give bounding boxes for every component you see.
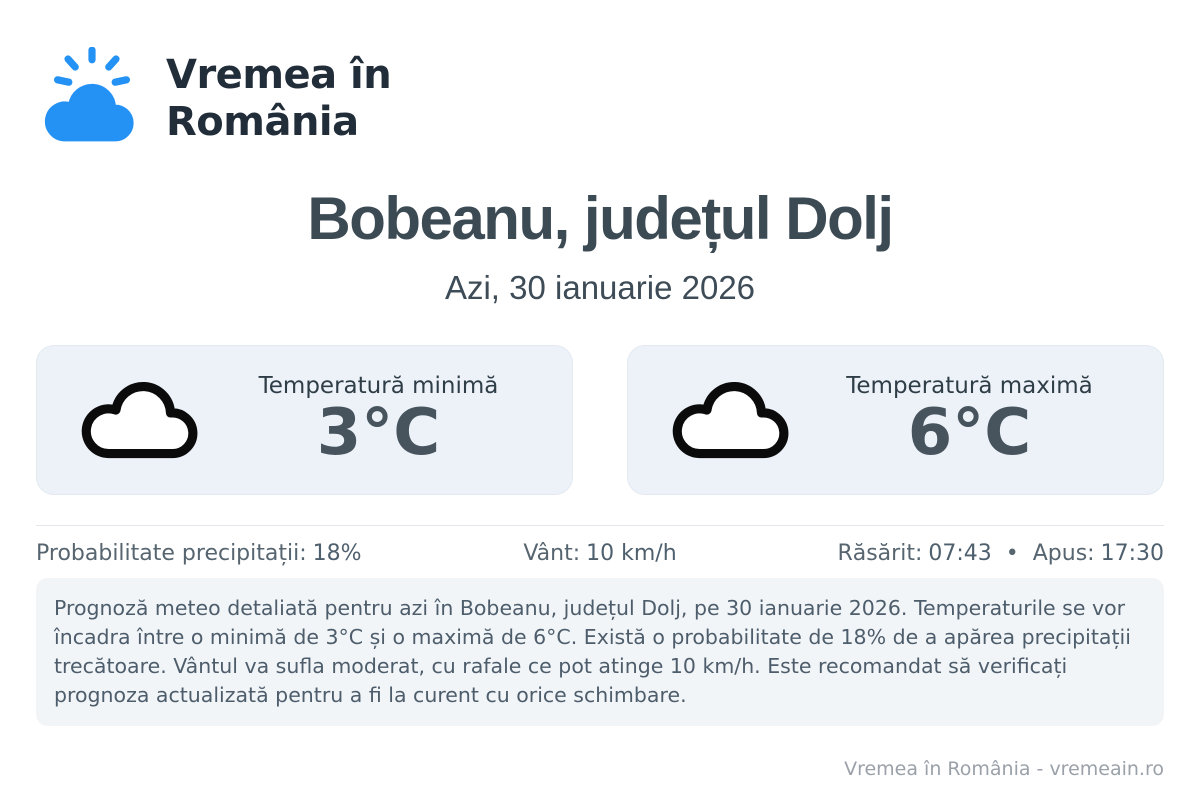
cloud-icon [77, 377, 201, 463]
forecast-description: Prognoză meteo detaliată pentru azi în B… [36, 578, 1164, 726]
logo-text: Vremea în România [166, 51, 392, 146]
cloud-sun-logo-icon [36, 47, 140, 151]
logo-line2: România [166, 99, 359, 145]
precipitation-value: 18% [312, 541, 362, 566]
stats-row: Probabilitate precipitații: 18% Vânt: 10 k… [36, 541, 1164, 566]
min-temperature-card: Temperatură minimă 3°C [36, 345, 573, 495]
min-temperature-text: Temperatură minimă 3°C [201, 373, 556, 466]
sunrise-label: Răsărit: [837, 541, 923, 566]
page-subtitle: Azi, 30 ianuarie 2026 [444, 269, 756, 306]
max-temperature-card: Temperatură maximă 6°C [627, 345, 1164, 495]
sunrise-value: 07:43 [928, 541, 992, 566]
wind-stat: Vânt: 10 km/h [523, 541, 676, 566]
bullet-separator: • [1005, 541, 1019, 566]
cloud-icon [668, 377, 792, 463]
min-temperature-label: Temperatură minimă [258, 373, 499, 400]
sunset-group: Apus: 17:30 [1033, 541, 1164, 566]
sunrise-group: Răsărit: 07:43 [837, 541, 991, 566]
logo-line1: Vremea în [166, 51, 392, 98]
page-title: Bobeanu, județul Dolj [307, 185, 894, 252]
footer-credit: Vremea în România - vremeain.ro [844, 758, 1164, 780]
max-temperature-label: Temperatură maximă [846, 373, 1093, 400]
wind-label: Vânt: [523, 541, 581, 566]
sunset-value: 17:30 [1100, 541, 1164, 566]
wind-value: 10 km/h [586, 541, 677, 566]
max-temperature-value: 6°C [907, 396, 1032, 471]
header: Vremea în România [36, 0, 1164, 150]
sunset-label: Apus: [1032, 541, 1095, 566]
sun-stat: Răsărit: 07:43 • Apus: 17:30 [837, 541, 1164, 566]
min-temperature-value: 3°C [316, 396, 441, 471]
precipitation-stat: Probabilitate precipitații: 18% [36, 541, 362, 566]
precipitation-label: Probabilitate precipitații: [36, 541, 307, 566]
max-temperature-text: Temperatură maximă 6°C [792, 373, 1147, 466]
divider [36, 525, 1164, 526]
temperature-cards: Temperatură minimă 3°C Temperatură maxim… [36, 345, 1164, 495]
